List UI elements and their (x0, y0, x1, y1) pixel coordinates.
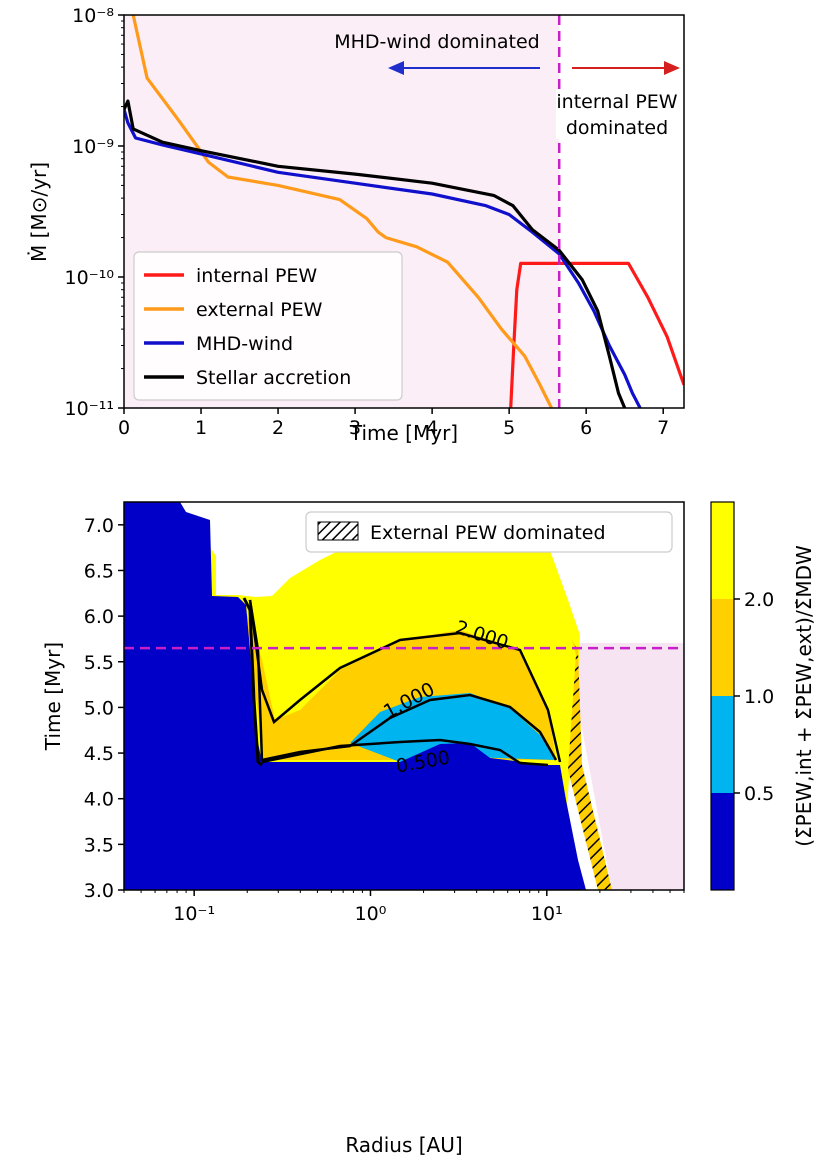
legend-frame (133, 251, 403, 401)
colorbar-segment (711, 502, 734, 599)
bottom-y-tick-label: 5.0 (84, 697, 114, 719)
colorbar-segment (711, 793, 734, 890)
legend-label-internal-pew: internal PEW (196, 265, 317, 287)
top-legend: internal PEW external PEW MHD-wind Stell… (133, 251, 403, 401)
legend-label-stellar-accretion: Stellar accretion (196, 367, 351, 389)
bottom-legend-frame (305, 511, 673, 553)
top-y-tick-label: 10⁻¹⁰ (65, 267, 114, 289)
bottom-y-tick-label: 7.0 (84, 515, 114, 537)
bottom-x-tick-label: 10¹ (531, 903, 563, 925)
external-pew-hatch (568, 640, 612, 890)
top-x-tick-label: 7 (657, 417, 669, 439)
top-y-axis-label: Ṁ [M⊙/yr] (27, 162, 51, 262)
colorbar-label: (Σ̇PEW,int + Σ̇PEW,ext)/Σ̇MDW (792, 545, 816, 847)
top-x-tick-label: 5 (503, 417, 515, 439)
series-line-internal-pew (509, 261, 684, 408)
bottom-y-tick-label: 3.0 (84, 880, 114, 902)
top-chart: 0 1 2 3 4 5 6 7 10⁻¹¹ 10⁻¹⁰ 10⁻⁹ 10⁻⁸ Time [Myr] Ṁ… (27, 5, 685, 445)
top-x-tick-label: 0 (118, 417, 130, 439)
top-y-tick-label: 10⁻⁸ (72, 5, 114, 27)
colorbar-tick-label: 2.0 (744, 589, 774, 611)
top-y-tick-label: 10⁻¹¹ (65, 398, 114, 420)
bottom-y-tick-label: 3.5 (84, 834, 114, 856)
colorbar-tick-label: 0.5 (744, 783, 774, 805)
dominated-annotation: dominated (566, 117, 668, 139)
annotation-backdrop (556, 89, 676, 139)
bottom-y-tick-label: 6.5 (84, 560, 114, 582)
bottom-x-tick-label: 10⁰ (355, 903, 387, 925)
region-05-to-1 (350, 693, 556, 762)
top-x-tick-label: 1 (195, 417, 207, 439)
top-x-tick-label: 3 (349, 417, 361, 439)
colorbar-tick-label: 1.0 (744, 686, 774, 708)
mhd-wind-dominated-annotation: MHD-wind dominated (334, 31, 539, 53)
contour-edge (242, 597, 263, 767)
top-x-tick-label: 6 (580, 417, 592, 439)
bottom-y-tick-label: 6.0 (84, 606, 114, 628)
bottom-y-tick-label: 5.5 (84, 652, 114, 674)
left-arrow-head (388, 61, 404, 75)
contour-1 (248, 599, 558, 762)
bottom-y-tick-label: 4.5 (84, 743, 114, 765)
bottom-axes-frame (123, 501, 685, 891)
bottom-legend: External PEW dominated (305, 511, 673, 553)
internal-pew-annotation: internal PEW (556, 91, 677, 113)
top-x-axis-label: Time [Myr] (349, 421, 458, 445)
colorbar-segment (711, 696, 734, 793)
top-x-tick-label: 4 (426, 417, 438, 439)
legend-label-external-pew-dominated: External PEW dominated (370, 522, 606, 544)
legend-label-external-pew: external PEW (196, 299, 323, 321)
region-below-05 (124, 502, 586, 890)
colorbar: 0.5 1.0 2.0 (710, 501, 774, 891)
contour-05 (261, 738, 549, 767)
right-arrow-head (664, 61, 680, 75)
bottom-chart: 2.000 1.000 0.500 10⁻¹ 10⁰ 10¹ 3.03.54.04.… (41, 501, 816, 1157)
series-line-external-pew (131, 15, 553, 408)
contour-2 (248, 599, 562, 763)
bottom-x-tick-label: 10⁻¹ (173, 903, 215, 925)
top-x-tick-label: 2 (272, 417, 284, 439)
top-axes-frame (123, 14, 685, 409)
bottom-y-tick-label: 4.0 (84, 789, 114, 811)
series-line-mhd-wind (124, 109, 642, 408)
legend-hatch-swatch (317, 521, 359, 541)
top-y-tick-label: 10⁻⁹ (72, 136, 114, 158)
series-line-stellar-accretion (124, 99, 627, 408)
outer-shade (566, 643, 684, 890)
colorbar-segment (711, 599, 734, 696)
bottom-x-axis-label: Radius [AU] (345, 1133, 462, 1157)
bottom-y-axis-label: Time [Myr] (41, 642, 65, 751)
legend-label-mhd-wind: MHD-wind (196, 333, 293, 355)
